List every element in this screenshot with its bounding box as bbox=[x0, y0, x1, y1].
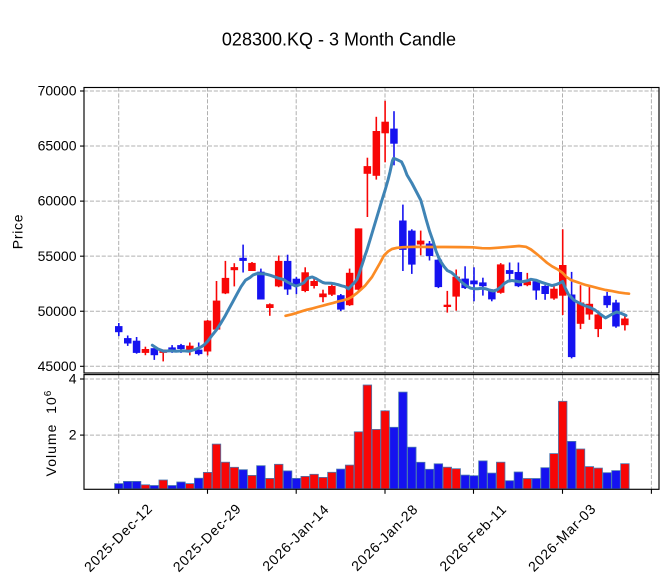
svg-text:028300.KQ - 3 Month Candle: 028300.KQ - 3 Month Candle bbox=[222, 30, 456, 50]
svg-text:65000: 65000 bbox=[38, 138, 77, 154]
svg-text:Volume 106: Volume 106 bbox=[43, 390, 59, 477]
svg-text:55000: 55000 bbox=[38, 248, 77, 264]
svg-text:4: 4 bbox=[69, 371, 77, 387]
svg-text:45000: 45000 bbox=[38, 358, 77, 374]
svg-text:Price: Price bbox=[9, 214, 25, 249]
svg-text:60000: 60000 bbox=[38, 193, 77, 209]
svg-text:70000: 70000 bbox=[38, 83, 77, 99]
svg-text:50000: 50000 bbox=[38, 303, 77, 319]
svg-text:2: 2 bbox=[69, 427, 77, 443]
